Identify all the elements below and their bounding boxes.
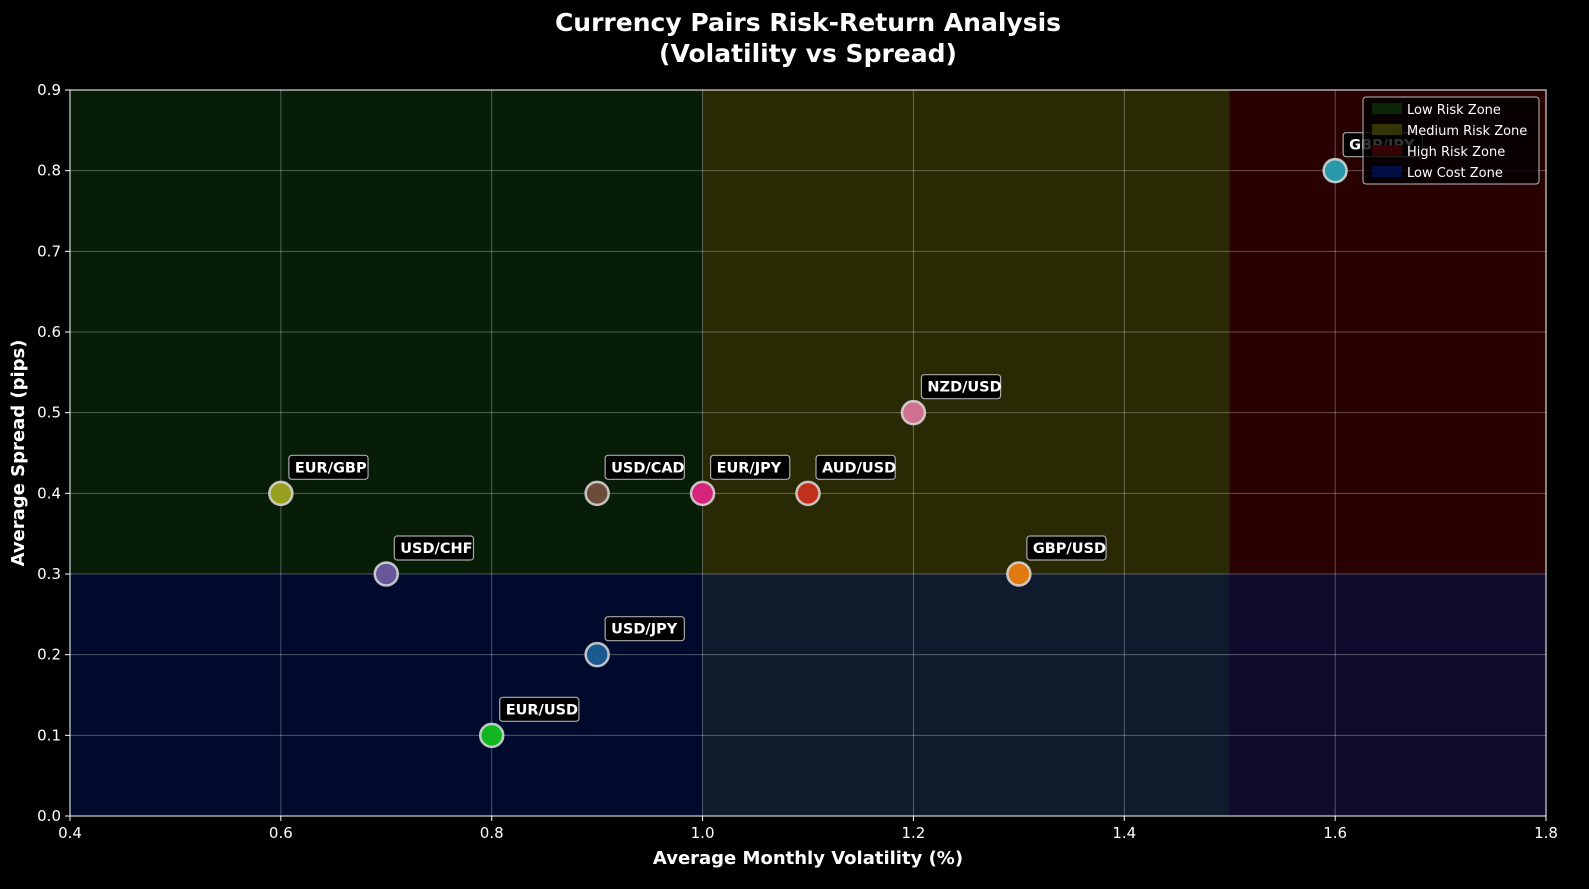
point-label-box bbox=[815, 454, 896, 480]
data-point bbox=[795, 480, 821, 507]
x-tick-label: 0.6 bbox=[269, 824, 293, 842]
y-tick-label: 0.5 bbox=[37, 404, 61, 422]
data-point bbox=[1006, 561, 1032, 587]
point-label-box bbox=[709, 454, 791, 480]
plot-frame bbox=[69, 89, 1547, 817]
x-tick-label: 1.0 bbox=[691, 824, 715, 842]
y-tick-label: 0.1 bbox=[37, 726, 61, 744]
point-label-box bbox=[393, 535, 475, 561]
legend-swatch bbox=[1372, 166, 1402, 177]
point-label: GBP/USD bbox=[1033, 541, 1106, 557]
point-label: USD/CAD bbox=[611, 460, 684, 476]
y-tick-label: 0.6 bbox=[37, 323, 61, 341]
data-point bbox=[373, 561, 400, 587]
point-label: AUD/USD bbox=[822, 460, 896, 476]
data-point bbox=[1322, 157, 1348, 184]
data-point bbox=[478, 722, 505, 749]
data-point bbox=[689, 480, 716, 507]
data-point bbox=[900, 399, 927, 426]
legend-swatch bbox=[1372, 124, 1402, 135]
x-tick-label: 0.8 bbox=[480, 824, 504, 842]
zone-low-cost-zone bbox=[70, 574, 1546, 816]
point-label-box bbox=[920, 374, 1002, 400]
point-label: EUR/USD bbox=[506, 702, 578, 718]
y-axis-label: Average Spread (pips) bbox=[8, 340, 29, 567]
legend-swatch bbox=[1372, 103, 1402, 114]
point-label: NZD/USD bbox=[927, 380, 1001, 396]
point-label: USD/JPY bbox=[611, 622, 678, 638]
legend-entry: Medium Risk Zone bbox=[1407, 124, 1527, 139]
point-label-box bbox=[604, 454, 685, 480]
x-tick-label: 0.4 bbox=[58, 824, 82, 842]
x-tick-label: 1.8 bbox=[1534, 824, 1558, 842]
point-label: EUR/GBP bbox=[295, 460, 367, 476]
point-label: USD/CHF bbox=[400, 541, 472, 557]
legend-entry: Low Risk Zone bbox=[1407, 103, 1501, 118]
y-tick-label: 0.8 bbox=[37, 162, 61, 180]
x-axis-label: Average Monthly Volatility (%) bbox=[653, 848, 963, 869]
legend: Low Risk Zone Medium Risk Zone High Risk Z… bbox=[1362, 96, 1540, 185]
point-label-box bbox=[604, 616, 685, 642]
point-label-box bbox=[1026, 535, 1107, 561]
point-label-box bbox=[288, 454, 369, 480]
data-point bbox=[584, 480, 610, 507]
y-tick-label: 0.2 bbox=[37, 646, 61, 664]
y-tick-label: 0.7 bbox=[37, 242, 61, 260]
x-tick-label: 1.6 bbox=[1323, 824, 1347, 842]
y-tick-label: 0.4 bbox=[37, 484, 61, 502]
point-label-box bbox=[499, 696, 580, 722]
chart-title-line-1: Currency Pairs Risk-Return Analysis bbox=[555, 8, 1061, 37]
legend-entry: Low Cost Zone bbox=[1407, 166, 1503, 181]
x-tick-label: 1.2 bbox=[901, 824, 925, 842]
point-label: EUR/JPY bbox=[717, 460, 782, 476]
data-point bbox=[268, 480, 294, 507]
y-tick-label: 0.9 bbox=[37, 81, 61, 99]
zones bbox=[70, 90, 1546, 816]
data-point bbox=[584, 641, 610, 668]
legend-entry: High Risk Zone bbox=[1407, 145, 1505, 160]
ticks: 0.4 0.6 0.8 1.0 1.2 1.4 1.6 1.8 0.0 0.1 0.2 0.3 0.4 0… bbox=[37, 81, 1558, 842]
legend-box bbox=[1362, 96, 1540, 185]
chart-title-line-2: (Volatility vs Spread) bbox=[659, 39, 957, 68]
y-tick-label: 0.0 bbox=[37, 807, 61, 825]
y-tick-label: 0.3 bbox=[37, 565, 61, 583]
legend-swatch bbox=[1372, 145, 1402, 156]
x-tick-label: 1.4 bbox=[1112, 824, 1136, 842]
